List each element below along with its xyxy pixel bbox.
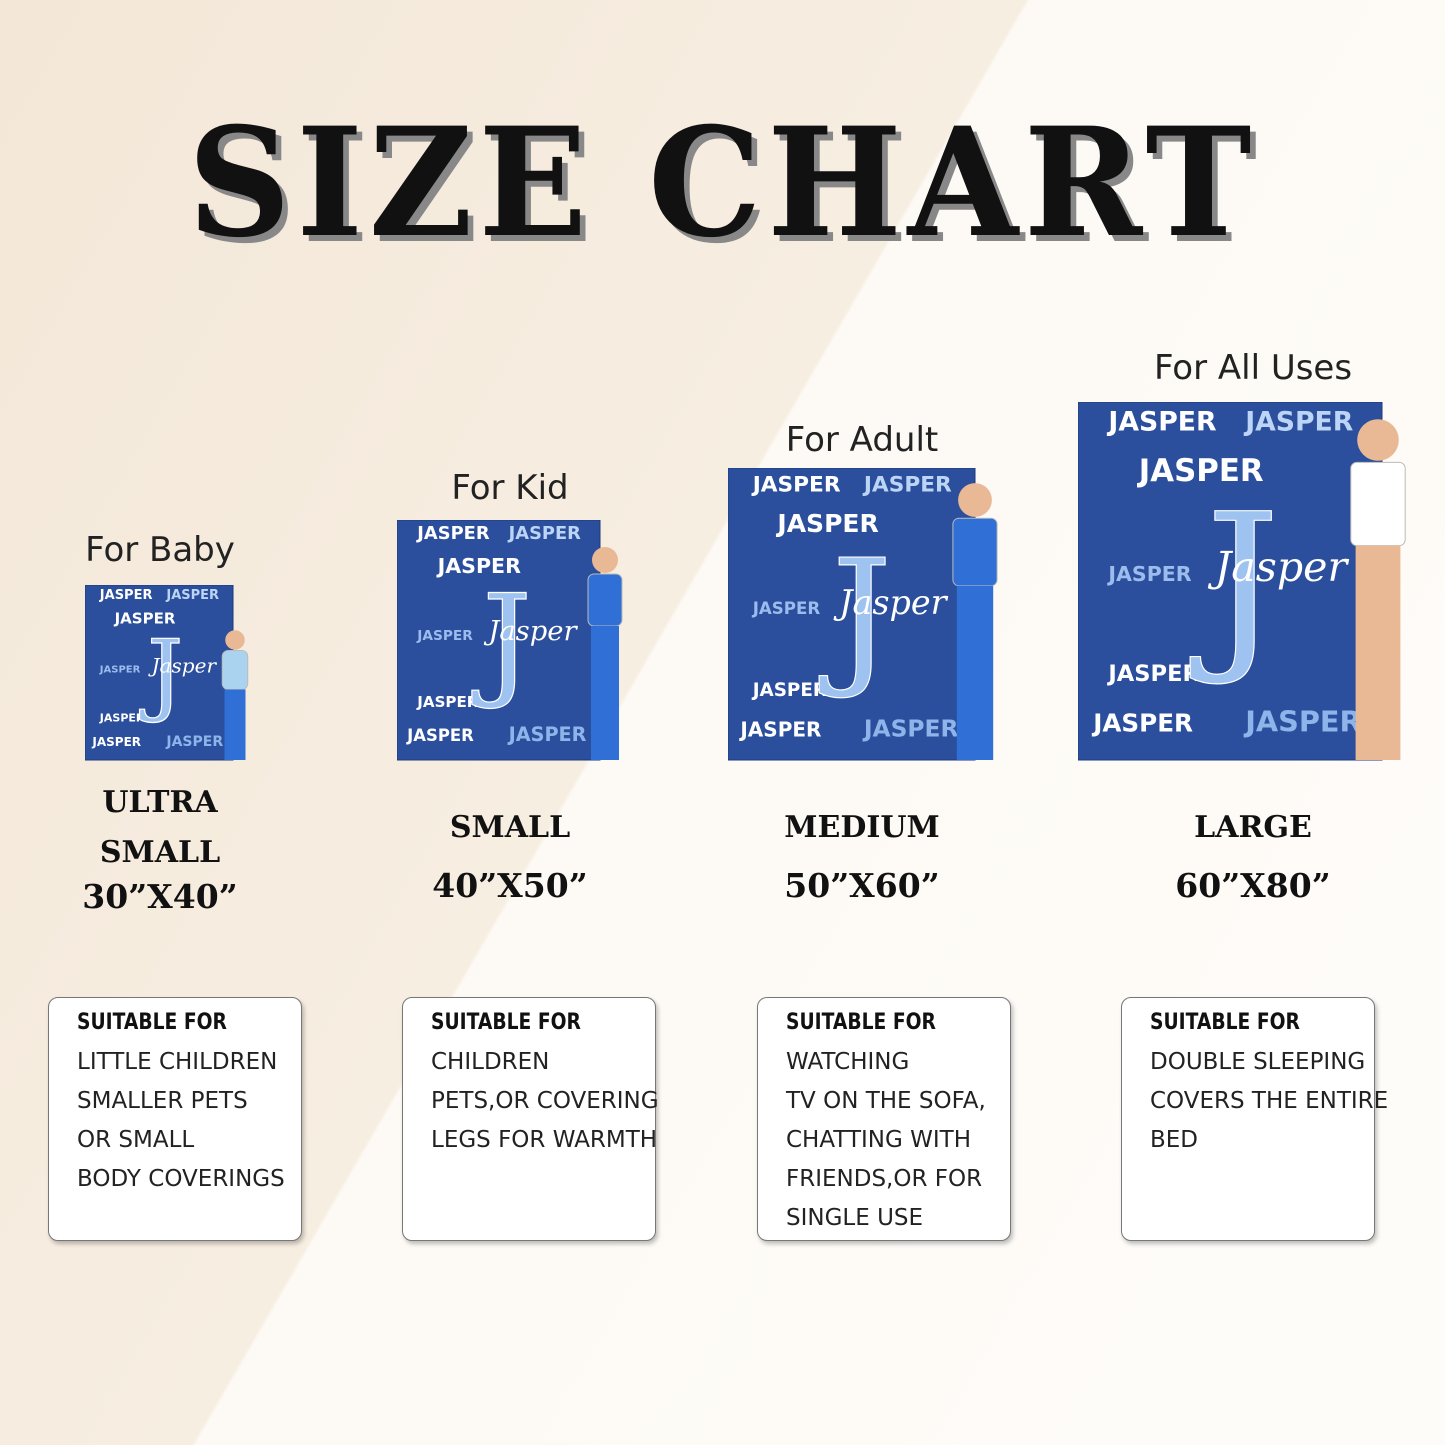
person-body: [587, 573, 623, 627]
dimensions: 60”X80”: [1175, 866, 1331, 905]
use-label: For Adult: [785, 420, 939, 460]
blanket-name: JASPER: [91, 735, 141, 749]
person-head: [1357, 419, 1399, 461]
suitable-box: SUITABLE FOR CHILDREN PETS,OR COVERING LEGS…: [402, 997, 659, 1241]
person-body: [952, 517, 998, 587]
blanket-name: JASPER: [752, 599, 821, 618]
blanket-name: JASPER: [99, 665, 141, 676]
blanket-name: JASPER: [436, 554, 521, 578]
person-legs: [1355, 545, 1401, 760]
size-name: SMALL: [360, 803, 660, 853]
blanket-script: Jasper: [483, 616, 578, 647]
size-name: ULTRA SMALL: [10, 778, 310, 878]
title: SIZE CHART: [187, 95, 1258, 271]
use-label: For Baby: [85, 530, 235, 570]
suitable-line: DOUBLE SLEEPING: [1150, 1049, 1366, 1075]
suitable-line: PETS,OR COVERING: [431, 1088, 659, 1114]
use-label: For Kid: [451, 468, 569, 508]
suitable-line: TV ON THE SOFA,: [786, 1088, 986, 1114]
person-head: [958, 483, 992, 517]
blanket-name: JASPER: [1243, 704, 1362, 738]
size-name: LARGE: [1103, 803, 1403, 853]
suitable-heading: SUITABLE FOR: [431, 1010, 581, 1035]
blanket-name: JASPER: [751, 680, 827, 701]
blanket-name: JASPER: [507, 723, 587, 746]
suitable-heading: SUITABLE FOR: [1150, 1010, 1300, 1035]
blanket-fabric: [728, 468, 976, 761]
blanket-name: JASPER: [416, 628, 473, 644]
blanket: JASPER JASPER JASPER JASPER JASPER JASPER JASP…: [397, 520, 623, 761]
blanket-name: JASPER: [416, 693, 478, 711]
size-line: MEDIUM: [784, 810, 940, 845]
person-head: [225, 630, 245, 650]
person-body: [1350, 461, 1406, 547]
blanket-name: JASPER: [1106, 562, 1191, 586]
blanket-name: JASPER: [862, 715, 959, 743]
suitable-heading: SUITABLE FOR: [77, 1010, 227, 1035]
size-line: ULTRA: [102, 785, 218, 820]
suitable-line: WATCHING: [786, 1049, 910, 1075]
blanket-fabric: [1078, 402, 1383, 761]
blanket-name: JASPER: [775, 509, 878, 538]
suitable-box: SUITABLE FOR LITTLE CHILDREN SMALLER PETS O…: [48, 997, 302, 1241]
suitable-line: OR SMALL: [77, 1127, 195, 1153]
blanket-fabric: [85, 585, 234, 761]
suitable-line: BED: [1150, 1127, 1199, 1153]
person-body: [221, 650, 249, 690]
blanket-name: JASPER: [508, 523, 582, 544]
blanket-name: JASPER: [738, 718, 822, 742]
suitable-line: LITTLE CHILDREN: [77, 1049, 278, 1075]
blanket-name: JASPER: [1106, 407, 1217, 438]
person-legs: [591, 626, 619, 760]
suitable-line: BODY COVERINGS: [77, 1166, 285, 1192]
blanket-name: JASPER: [862, 472, 952, 497]
blanket-name: JASPER: [165, 588, 219, 603]
blanket: JASPER JASPER JASPER JASPER JASPER JASPER JASP…: [85, 585, 249, 761]
blanket-script: Jasper: [1208, 543, 1350, 591]
person-legs: [224, 689, 246, 760]
suitable-line: SINGLE USE: [786, 1205, 924, 1231]
blanket-fabric: [397, 520, 601, 761]
blanket-script: Jasper: [833, 583, 948, 622]
blanket-monogram: J: [1190, 473, 1280, 689]
blanket: JASPER JASPER JASPER JASPER JASPER JASPER JASP…: [728, 468, 998, 761]
blanket-script: Jasper: [148, 654, 218, 678]
blanket-name: JASPER: [99, 588, 153, 603]
suitable-line: LEGS FOR WARMTH: [431, 1127, 658, 1153]
blanket-name: JASPER: [1243, 407, 1354, 438]
blanket-name: JASPER: [751, 472, 841, 497]
suitable-heading: SUITABLE FOR: [786, 1010, 936, 1035]
suitable-line: CHILDREN: [431, 1049, 550, 1075]
suitable-box: SUITABLE FOR DOUBLE SLEEPING COVERS THE EN…: [1121, 997, 1389, 1241]
dimensions: 30”X40”: [82, 877, 238, 916]
blanket-name: JASPER: [406, 726, 474, 745]
blanket-name: JASPER: [114, 610, 176, 628]
suitable-line: SMALLER PETS: [77, 1088, 248, 1114]
size-name: MEDIUM: [712, 803, 1012, 853]
suitable-line: FRIENDS,OR FOR: [786, 1166, 983, 1192]
blanket-name: JASPER: [1091, 708, 1193, 737]
suitable-line: CHATTING WITH: [786, 1127, 971, 1153]
blanket-name: JASPER: [1106, 661, 1200, 687]
suitable-line: COVERS THE ENTIRE: [1150, 1088, 1389, 1114]
suitable-box: SUITABLE FOR WATCHING TV ON THE SOFA, CHATT…: [757, 997, 1011, 1241]
blanket-name: JASPER: [99, 712, 145, 725]
dimensions: 40”X50”: [432, 866, 588, 905]
use-label: For All Uses: [1153, 348, 1353, 388]
blanket-name: JASPER: [416, 523, 490, 544]
blanket-name: JASPER: [1137, 453, 1264, 489]
person-legs: [956, 585, 994, 760]
blanket: JASPER JASPER JASPER JASPER JASPER JASPER JASP…: [1078, 402, 1406, 761]
size-line: SMALL: [99, 835, 221, 870]
dimensions: 50”X60”: [784, 866, 940, 905]
blanket-name: JASPER: [165, 734, 223, 750]
size-line: LARGE: [1194, 810, 1312, 845]
person-head: [592, 547, 618, 573]
size-line: SMALL: [449, 810, 571, 845]
